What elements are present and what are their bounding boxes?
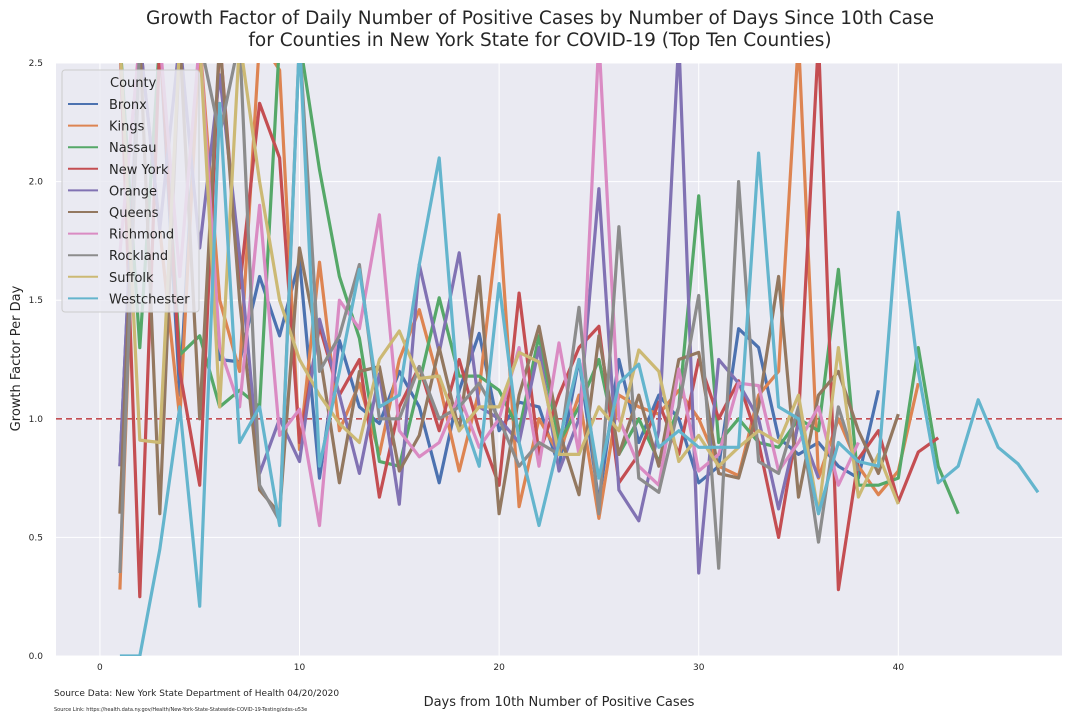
y-axis-label: Growth Factor Per Day — [9, 285, 24, 431]
legend-label: Queens — [109, 206, 159, 221]
y-tick-label: 2.5 — [29, 59, 43, 69]
series-line-westchester — [119, 63, 1040, 656]
series-line-suffolk — [119, 63, 900, 516]
legend-label: Kings — [109, 120, 145, 135]
x-axis-label: Days from 10th Number of Positive Cases — [424, 695, 695, 710]
y-tick-label: 1.0 — [29, 415, 44, 425]
y-tick-label: 1.5 — [29, 296, 43, 306]
x-tick-label: 20 — [493, 663, 505, 673]
legend-label: New York — [109, 163, 169, 178]
legend-label: Westchester — [109, 292, 190, 307]
legend-title: County — [110, 76, 157, 91]
source-link-note: Source Link: https://health.data.ny.gov/… — [54, 707, 308, 713]
series-group — [118, 63, 1040, 656]
chart-title: Growth Factor of Daily Number of Positiv… — [0, 8, 1080, 52]
y-tick-label: 0.5 — [29, 533, 43, 543]
series-line-new-york — [119, 63, 940, 599]
x-tick-label: 30 — [693, 663, 705, 673]
series-line-orange — [118, 63, 821, 575]
x-tick-label: 40 — [893, 663, 905, 673]
source-data-note: Source Data: New York State Department o… — [54, 689, 340, 699]
y-tick-label: 2.0 — [29, 178, 44, 188]
tick-labels: 0 10 20 30 40 0.0 0.5 1.0 1.5 2.0 2.5 — [29, 59, 905, 673]
series-line-richmond — [118, 63, 860, 528]
legend-label: Bronx — [109, 98, 147, 113]
series-line-queens — [118, 63, 900, 516]
x-tick-label: 0 — [97, 663, 103, 673]
legend-label: Rockland — [109, 249, 168, 264]
legend-label: Nassau — [109, 141, 156, 156]
y-tick-label: 0.0 — [29, 652, 44, 662]
legend-label: Richmond — [109, 228, 174, 243]
legend-label: Suffolk — [109, 271, 154, 286]
series-line-rockland — [118, 63, 860, 574]
series-line-kings — [118, 63, 920, 590]
x-tick-label: 10 — [294, 663, 306, 673]
legend-box — [61, 69, 200, 313]
chart-title-line-1: Growth Factor of Daily Number of Positiv… — [146, 8, 934, 29]
chart-title-line-2: for Counties in New York State for COVID… — [248, 30, 832, 51]
legend-label: Orange — [109, 184, 157, 199]
legend: County Bronx Kings Nassau New York Orange Quee… — [61, 69, 200, 313]
